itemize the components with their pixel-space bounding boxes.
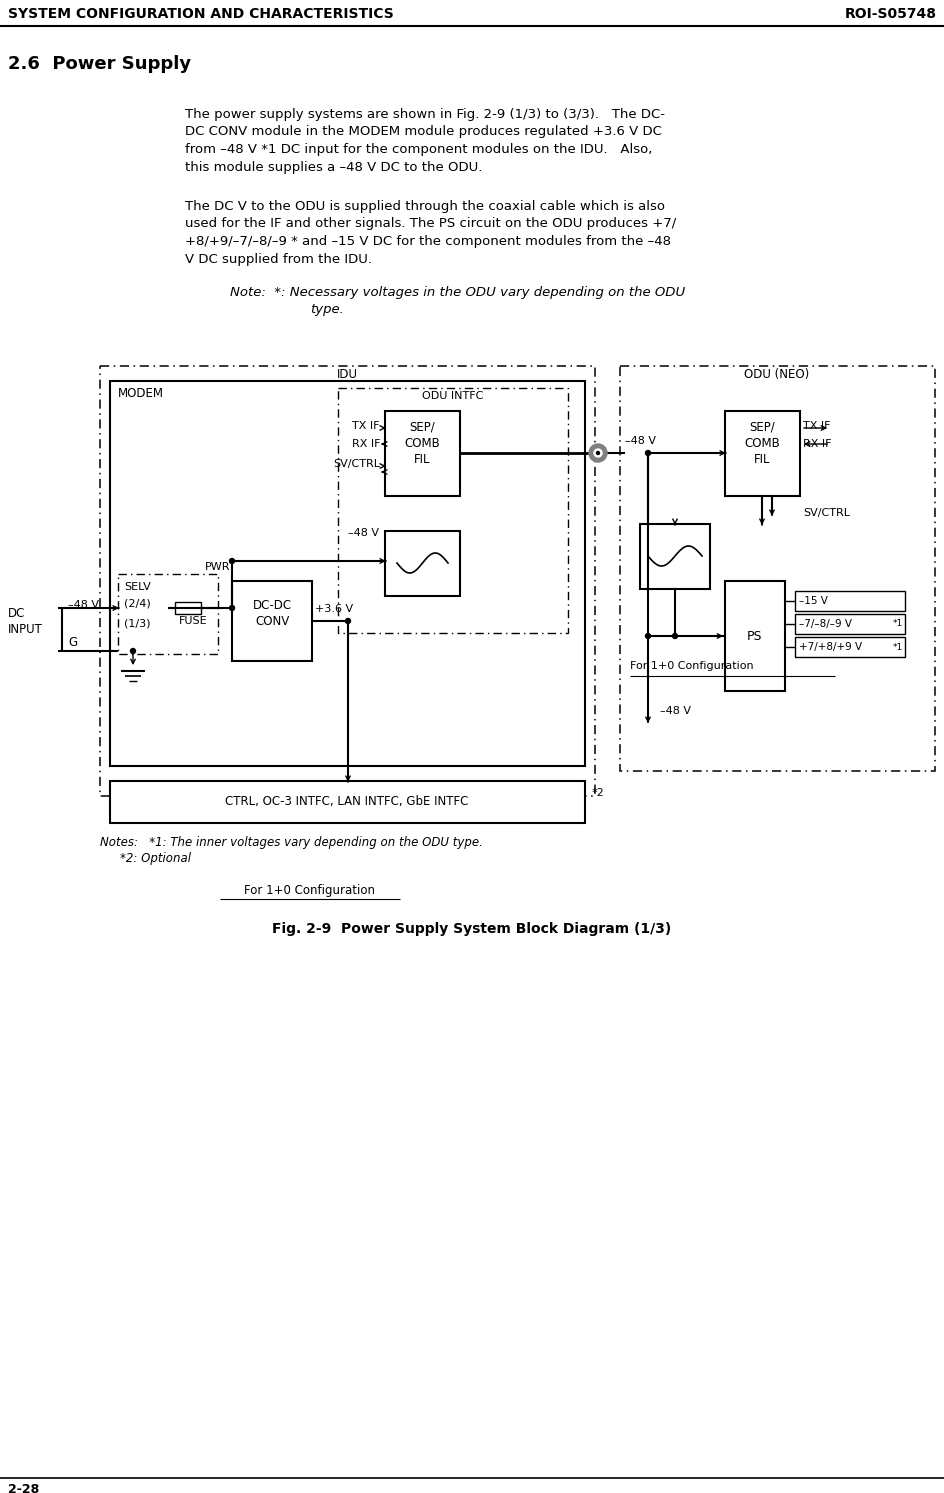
- Text: MODEM: MODEM: [118, 387, 164, 400]
- Text: ODU INTFC: ODU INTFC: [422, 391, 483, 402]
- Text: G: G: [68, 636, 77, 649]
- Text: COMB: COMB: [743, 437, 779, 449]
- Circle shape: [645, 633, 649, 639]
- Bar: [724, 581, 784, 691]
- Text: Note:  *: Necessary voltages in the ODU vary depending on the ODU: Note: *: Necessary voltages in the ODU v…: [229, 287, 684, 299]
- Text: Fig. 2-9  Power Supply System Block Diagram (1/3): Fig. 2-9 Power Supply System Block Diagr…: [272, 923, 671, 936]
- Bar: [232, 581, 312, 661]
- Circle shape: [594, 449, 601, 457]
- Text: this module supplies a –48 V DC to the ODU.: this module supplies a –48 V DC to the O…: [185, 161, 481, 173]
- Circle shape: [672, 633, 677, 639]
- Text: SELV: SELV: [124, 582, 151, 593]
- Bar: [639, 524, 709, 590]
- Text: RX IF: RX IF: [802, 439, 831, 449]
- Text: *2: Optional: *2: Optional: [120, 853, 191, 864]
- Text: SEP/: SEP/: [749, 421, 774, 434]
- Text: FUSE: FUSE: [178, 617, 207, 626]
- Text: TX IF: TX IF: [802, 421, 830, 431]
- Text: FIL: FIL: [753, 452, 769, 466]
- Bar: [175, 602, 201, 614]
- Text: INPUT: INPUT: [8, 623, 42, 636]
- Text: The DC V to the ODU is supplied through the coaxial cable which is also: The DC V to the ODU is supplied through …: [185, 200, 665, 213]
- Bar: [794, 638, 904, 657]
- Text: The power supply systems are shown in Fig. 2-9 (1/3) to (3/3).   The DC-: The power supply systems are shown in Fi…: [185, 107, 665, 121]
- Text: +3.6 V: +3.6 V: [314, 605, 353, 614]
- Text: from –48 V *1 DC input for the component modules on the IDU.   Also,: from –48 V *1 DC input for the component…: [185, 143, 651, 155]
- Text: FIL: FIL: [413, 452, 430, 466]
- Text: For 1+0 Configuration: For 1+0 Configuration: [244, 884, 375, 897]
- Text: –48 V: –48 V: [347, 529, 379, 537]
- Text: *1: *1: [892, 642, 902, 651]
- Text: *2: *2: [591, 788, 604, 797]
- Bar: [100, 366, 595, 796]
- Text: CTRL, OC-3 INTFC, LAN INTFC, GbE INTFC: CTRL, OC-3 INTFC, LAN INTFC, GbE INTFC: [225, 796, 468, 809]
- Text: *1: *1: [892, 620, 902, 629]
- Circle shape: [229, 558, 234, 563]
- Text: COMB: COMB: [404, 437, 439, 449]
- Bar: [118, 573, 218, 654]
- Bar: [724, 411, 800, 496]
- Text: PS: PS: [747, 630, 762, 642]
- Text: 2-28: 2-28: [8, 1483, 40, 1493]
- Text: RX IF: RX IF: [351, 439, 379, 449]
- Bar: [619, 366, 934, 770]
- Circle shape: [130, 648, 135, 654]
- Bar: [110, 781, 584, 823]
- Bar: [794, 591, 904, 611]
- Text: DC CONV module in the MODEM module produces regulated +3.6 V DC: DC CONV module in the MODEM module produ…: [185, 125, 661, 139]
- Text: CONV: CONV: [255, 615, 289, 629]
- Text: –48 V: –48 V: [659, 706, 690, 717]
- Text: For 1+0 Configuration: For 1+0 Configuration: [630, 661, 752, 670]
- Text: –15 V: –15 V: [799, 596, 827, 606]
- Text: TX IF: TX IF: [352, 421, 379, 431]
- Circle shape: [588, 443, 606, 461]
- Text: –48 V: –48 V: [68, 600, 99, 611]
- Circle shape: [596, 451, 598, 454]
- Text: DC: DC: [8, 608, 25, 620]
- Text: V DC supplied from the IDU.: V DC supplied from the IDU.: [185, 252, 372, 266]
- Circle shape: [645, 451, 649, 455]
- Text: type.: type.: [310, 303, 344, 317]
- Text: used for the IF and other signals. The PS circuit on the ODU produces +7/: used for the IF and other signals. The P…: [185, 218, 676, 230]
- Text: –7/–8/–9 V: –7/–8/–9 V: [799, 620, 851, 629]
- Bar: [794, 614, 904, 635]
- Text: ROI-S05748: ROI-S05748: [844, 7, 936, 21]
- Text: SV/CTRL: SV/CTRL: [332, 458, 379, 469]
- Text: ODU (NEO): ODU (NEO): [744, 367, 809, 381]
- Text: DC-DC: DC-DC: [252, 599, 292, 612]
- Text: SEP/: SEP/: [409, 421, 434, 434]
- Text: IDU: IDU: [336, 367, 357, 381]
- Text: +8/+9/–7/–8/–9 * and –15 V DC for the component modules from the –48: +8/+9/–7/–8/–9 * and –15 V DC for the co…: [185, 234, 670, 248]
- Text: +7/+8/+9 V: +7/+8/+9 V: [799, 642, 861, 652]
- Bar: [384, 411, 460, 496]
- Circle shape: [229, 606, 234, 611]
- Text: SYSTEM CONFIGURATION AND CHARACTERISTICS: SYSTEM CONFIGURATION AND CHARACTERISTICS: [8, 7, 394, 21]
- Text: –48 V: –48 V: [624, 436, 655, 446]
- Bar: [338, 388, 567, 633]
- Text: Notes:   *1: The inner voltages vary depending on the ODU type.: Notes: *1: The inner voltages vary depen…: [100, 836, 482, 850]
- Text: (1/3): (1/3): [124, 618, 150, 629]
- Circle shape: [346, 618, 350, 624]
- Bar: [110, 381, 584, 766]
- Bar: [384, 532, 460, 596]
- Text: PWR: PWR: [205, 561, 230, 572]
- Text: SV/CTRL: SV/CTRL: [802, 508, 849, 518]
- Text: (2/4): (2/4): [124, 599, 151, 608]
- Text: 2.6  Power Supply: 2.6 Power Supply: [8, 55, 191, 73]
